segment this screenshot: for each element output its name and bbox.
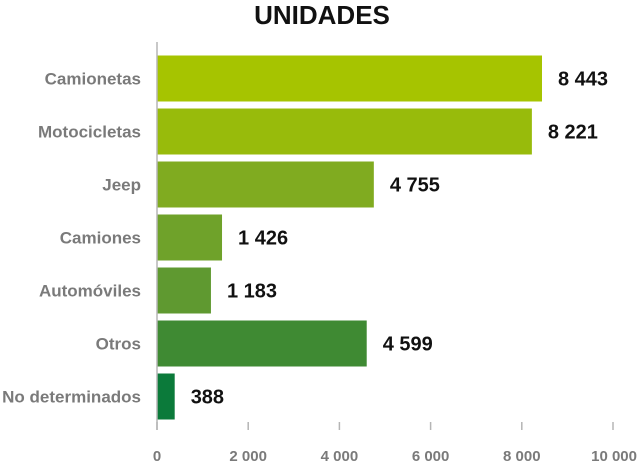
- x-tick-label: 2 000: [229, 448, 267, 465]
- category-label: Camionetas: [45, 70, 141, 89]
- category-label: Automóviles: [39, 282, 141, 301]
- bar: [157, 267, 211, 314]
- x-tick-label: 6 000: [412, 448, 450, 465]
- category-label: Camiones: [60, 229, 141, 248]
- bar: [157, 55, 543, 102]
- bar: [157, 214, 223, 261]
- bar: [157, 373, 175, 420]
- value-label: 1 426: [238, 228, 288, 250]
- value-label: 4 755: [390, 175, 440, 197]
- bar: [157, 320, 367, 367]
- category-label: Otros: [96, 335, 141, 354]
- x-tick-label: 4 000: [321, 448, 359, 465]
- bars: [157, 55, 543, 420]
- category-label: Jeep: [102, 176, 141, 195]
- x-tick-label: 10 000: [591, 448, 637, 465]
- chart-title: UNIDADES: [254, 0, 390, 30]
- value-label: 8 443: [558, 69, 608, 91]
- bar: [157, 161, 374, 208]
- value-label: 388: [191, 387, 224, 409]
- x-axis: 0 2 000 4 000 6 000 8 000 10 000: [153, 42, 637, 465]
- x-tick-label: 0: [153, 448, 161, 465]
- labels: Camionetas 8 443 Motocicletas 8 221 Jeep 4 75…: [2, 69, 608, 409]
- bar: [157, 108, 532, 155]
- value-label: 1 183: [227, 281, 277, 303]
- x-tick-label: 8 000: [503, 448, 541, 465]
- value-label: 8 221: [548, 122, 598, 144]
- category-label: No determinados: [2, 388, 141, 407]
- value-label: 4 599: [383, 334, 433, 356]
- category-label: Motocicletas: [38, 123, 141, 142]
